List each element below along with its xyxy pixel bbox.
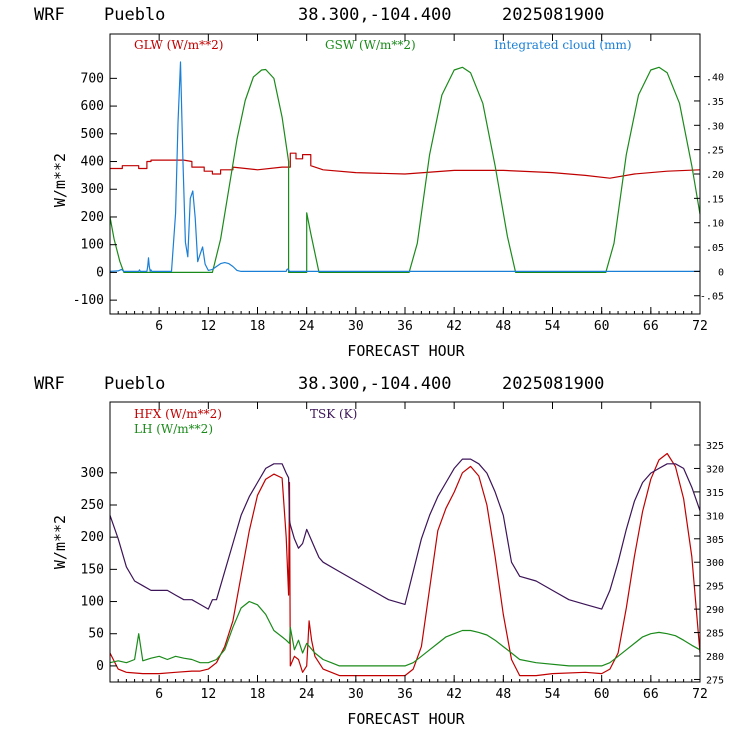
x-tick-label: 66 xyxy=(643,687,659,702)
x-axis-label: FORECAST HOUR xyxy=(347,342,465,360)
x-tick-label: 12 xyxy=(201,687,217,702)
y-tick-label: 700 xyxy=(81,71,104,86)
y-tick-label: -100 xyxy=(73,293,104,308)
series-layer xyxy=(109,61,701,273)
y2-tick-label: 310 xyxy=(706,511,724,522)
tick-layer: 6 12 18 24 30 36 42 48 54 60 66 72 -100 0 100 200 300 400… xyxy=(73,34,724,334)
chart-panel-2: WRF Pueblo 38.300,-104.400 2025081900 HF… xyxy=(34,374,724,728)
x-tick-label: 72 xyxy=(692,687,708,702)
x-tick-label: 72 xyxy=(692,319,708,334)
y-tick-label: 200 xyxy=(81,210,104,225)
series-line-2 xyxy=(109,66,701,273)
x-tick-label: 48 xyxy=(496,687,512,702)
x-tick-label: 48 xyxy=(496,319,512,334)
y-axis-label: W/m**2 xyxy=(51,515,69,569)
y2-tick-label: 290 xyxy=(706,605,724,616)
legend-hfx: HFX (W/m**2) xyxy=(134,407,222,421)
y-tick-label: 600 xyxy=(81,99,104,114)
x-tick-label: 18 xyxy=(250,319,266,334)
y2-tick-label: 280 xyxy=(706,652,724,663)
legend-cloud: Integrated cloud (mm) xyxy=(494,38,632,52)
x-tick-label: 54 xyxy=(545,687,561,702)
y-axis-label: W/m**2 xyxy=(51,153,69,207)
y2-tick-label: .35 xyxy=(706,97,724,108)
y2-tick-label: -.05 xyxy=(700,292,724,303)
y-tick-label: 300 xyxy=(81,182,104,197)
x-tick-label: 36 xyxy=(397,687,413,702)
y2-tick-label: .15 xyxy=(706,194,724,205)
x-tick-label: 42 xyxy=(446,687,462,702)
y2-tick-label: 305 xyxy=(706,535,724,546)
x-tick-label: 66 xyxy=(643,319,659,334)
legend-glw: GLW (W/m**2) xyxy=(134,38,223,52)
y2-tick-label: .20 xyxy=(706,170,724,181)
series-line-3 xyxy=(109,458,701,610)
header-init-time: 2025081900 xyxy=(502,5,604,25)
header-coords: 38.300,-104.400 xyxy=(298,374,452,394)
series-line-2 xyxy=(109,600,701,667)
series-layer xyxy=(109,452,701,677)
legend-tsk: TSK (K) xyxy=(310,407,357,421)
y2-tick-label: 325 xyxy=(706,441,724,452)
y-tick-label: 100 xyxy=(81,595,104,610)
plot-frame xyxy=(109,33,701,315)
plot-frame xyxy=(109,401,701,683)
y-tick-label: 250 xyxy=(81,498,104,513)
header-init-time: 2025081900 xyxy=(502,374,604,394)
header-model: WRF xyxy=(34,5,65,25)
y-tick-label: 500 xyxy=(81,127,104,142)
y2-tick-label: 315 xyxy=(706,488,724,499)
x-tick-label: 18 xyxy=(250,687,266,702)
y-tick-label: 100 xyxy=(81,238,104,253)
x-tick-label: 30 xyxy=(348,687,364,702)
x-tick-label: 24 xyxy=(299,319,315,334)
y2-tick-label: 295 xyxy=(706,582,724,593)
y2-tick-label: 0 xyxy=(718,267,724,278)
header-coords: 38.300,-104.400 xyxy=(298,5,452,25)
y2-tick-label: 300 xyxy=(706,558,724,569)
chart-panel-1: WRF Pueblo 38.300,-104.400 2025081900 GL… xyxy=(34,5,724,360)
x-tick-label: 36 xyxy=(397,319,413,334)
y2-tick-label: .25 xyxy=(706,146,724,157)
y-tick-label: 300 xyxy=(81,466,104,481)
y-tick-label: 0 xyxy=(96,265,104,280)
y2-tick-label: .40 xyxy=(706,73,724,84)
y2-tick-label: .10 xyxy=(706,219,724,230)
header-station: Pueblo xyxy=(104,5,165,25)
series-line-1 xyxy=(110,152,701,179)
y2-tick-label: .30 xyxy=(706,121,724,132)
x-tick-label: 12 xyxy=(201,319,217,334)
legend-gsw: GSW (W/m**2) xyxy=(325,38,416,52)
y2-tick-label: .05 xyxy=(706,243,724,254)
y2-tick-label: 275 xyxy=(706,675,724,686)
y2-tick-label: 285 xyxy=(706,629,724,640)
x-tick-label: 60 xyxy=(594,319,610,334)
legend-lh: LH (W/m**2) xyxy=(134,422,213,436)
y-tick-label: 150 xyxy=(81,562,104,577)
x-tick-label: 24 xyxy=(299,687,315,702)
y2-tick-label: 320 xyxy=(706,464,724,475)
x-tick-label: 54 xyxy=(545,319,561,334)
x-tick-label: 6 xyxy=(155,319,163,334)
x-axis-label: FORECAST HOUR xyxy=(347,710,465,728)
y-tick-label: 200 xyxy=(81,530,104,545)
x-tick-label: 42 xyxy=(446,319,462,334)
header-model: WRF xyxy=(34,374,65,394)
x-tick-label: 6 xyxy=(155,687,163,702)
series-line-3 xyxy=(109,61,700,272)
y-tick-label: 50 xyxy=(88,627,104,642)
header-station: Pueblo xyxy=(104,374,165,394)
y-tick-label: 400 xyxy=(81,155,104,170)
x-tick-label: 30 xyxy=(348,319,364,334)
y-tick-label: 0 xyxy=(96,659,104,674)
x-tick-label: 60 xyxy=(594,687,610,702)
